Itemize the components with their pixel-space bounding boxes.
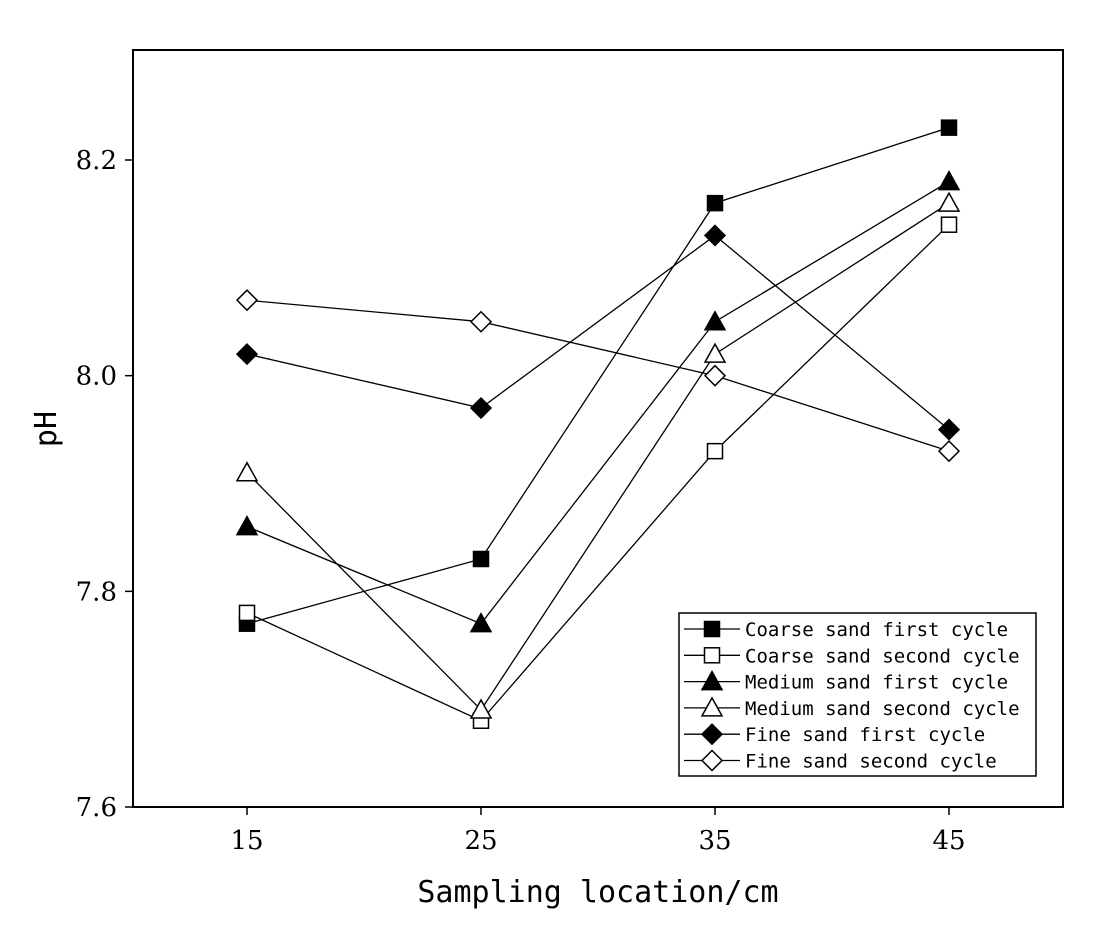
- legend-marker: [700, 670, 724, 691]
- x-tick-label: 25: [464, 826, 497, 856]
- legend-box: [678, 612, 1037, 777]
- legend-marker: [700, 749, 724, 772]
- y-tick-label: 7.6: [76, 793, 117, 823]
- data-point-s3-3: [703, 310, 727, 331]
- x-axis-ticks: 15 25 35 45: [230, 807, 966, 856]
- legend-marker: [700, 696, 724, 717]
- y-tick-label: 7.8: [76, 577, 117, 607]
- legend-label: Coarse sand first cycle: [745, 619, 1008, 641]
- data-point-s3-1: [235, 515, 259, 536]
- legend-items: Coarse sand first cycle Coarse sand secon…: [684, 619, 1020, 773]
- data-point-s4-2: [469, 698, 493, 719]
- data-point-s6-4: [937, 440, 961, 463]
- y-axis-title: pH: [29, 411, 64, 447]
- legend-label: Medium sand first cycle: [745, 672, 1008, 694]
- data-point-s1-3: [706, 194, 724, 212]
- data-point-s6-3: [703, 364, 727, 387]
- data-point-s3-4: [937, 170, 961, 191]
- data-point-s2-4: [940, 216, 958, 233]
- data-point-s2-1: [238, 604, 256, 622]
- legend-marker: [703, 620, 721, 638]
- data-point-s5-4: [937, 418, 961, 441]
- series-line-5: [246, 234, 950, 431]
- series-markers: [235, 119, 961, 729]
- legend-label: Coarse sand second cycle: [745, 645, 1020, 667]
- data-point-s4-1: [235, 461, 259, 482]
- data-point-s4-3: [703, 342, 727, 363]
- legend-label: Fine sand first cycle: [745, 724, 985, 746]
- series-line-1: [246, 126, 950, 625]
- data-point-s6-2: [469, 310, 493, 333]
- y-axis-ticks: 7.6 7.8 8.0 8.2: [76, 146, 133, 823]
- x-tick-label: 45: [932, 826, 965, 856]
- data-point-s3-2: [469, 612, 493, 633]
- series-line-3: [246, 181, 950, 625]
- data-point-s6-1: [235, 289, 259, 312]
- data-point-s5-3: [703, 224, 727, 247]
- x-axis-title: Sampling location/cm: [417, 875, 778, 910]
- data-point-s5-2: [469, 396, 493, 420]
- x-tick-label: 15: [230, 826, 263, 856]
- data-point-s5-1: [235, 343, 259, 366]
- data-point-s2-3: [706, 442, 724, 460]
- series-line-2: [246, 224, 950, 722]
- plot-frame: [132, 49, 1064, 808]
- data-point-s1-4: [940, 119, 958, 136]
- legend-marker: [700, 723, 724, 746]
- series-line-4: [246, 202, 950, 711]
- data-point-s1-2: [472, 550, 490, 568]
- legend: Coarse sand first cycle Coarse sand secon…: [678, 612, 1037, 777]
- y-tick-label: 8.2: [76, 146, 117, 176]
- y-tick-label: 8.0: [76, 362, 117, 392]
- series-lines: [246, 126, 950, 722]
- data-point-s4-4: [937, 191, 961, 212]
- legend-label: Fine sand second cycle: [745, 751, 997, 773]
- legend-marker: [703, 647, 721, 664]
- x-tick-label: 35: [698, 826, 731, 856]
- legend-label: Medium sand second cycle: [745, 698, 1020, 720]
- series-line-6: [246, 299, 950, 452]
